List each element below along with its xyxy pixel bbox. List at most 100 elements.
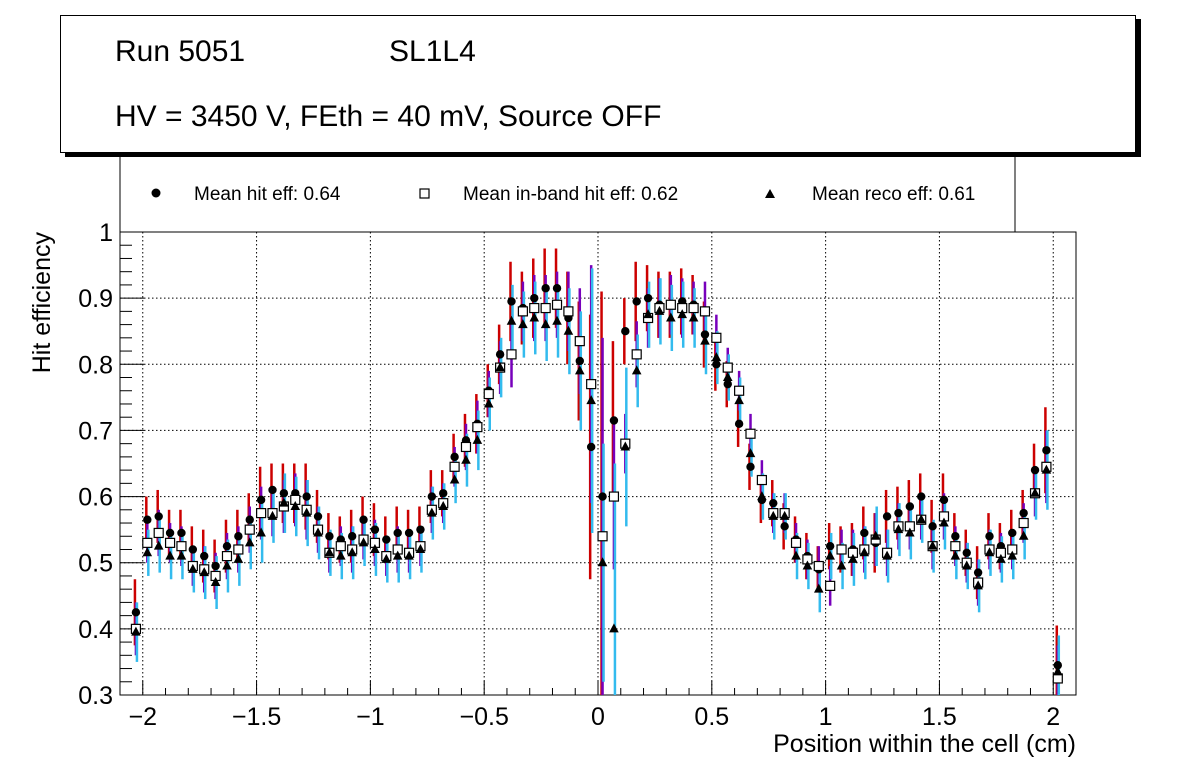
reco-eff-point — [176, 550, 187, 560]
hit-eff-point — [609, 416, 619, 425]
hit-eff-point — [951, 532, 960, 541]
reco-eff-point — [324, 547, 335, 557]
inband-eff-point — [790, 537, 802, 548]
reco-eff-point — [529, 312, 540, 322]
reco-eff-point — [1018, 530, 1029, 540]
hit-eff-point — [393, 528, 402, 538]
hit-eff-point — [985, 532, 994, 541]
y-tick-label: 0.7 — [78, 417, 113, 445]
reco-eff-point — [939, 517, 949, 527]
reco-eff-point — [882, 550, 892, 560]
reco-eff-point — [267, 510, 278, 520]
reco-eff-point — [381, 553, 392, 563]
hit-eff-point — [905, 502, 915, 511]
reco-eff-point — [335, 550, 346, 560]
reco-eff-point — [927, 540, 938, 550]
inband-eff-point — [164, 537, 176, 548]
reco-eff-point — [449, 474, 460, 484]
y-tick-label: 0.5 — [78, 550, 113, 578]
reco-eff-point — [905, 527, 915, 537]
reco-eff-point — [802, 560, 813, 570]
hit-eff-point — [1042, 446, 1051, 455]
inband-eff-point — [699, 306, 711, 317]
hit-eff-point — [359, 515, 368, 524]
reco-eff-point — [153, 540, 164, 550]
reco-eff-point — [1052, 666, 1063, 676]
inband-eff-point — [711, 332, 722, 343]
inband-eff-point — [745, 428, 756, 439]
inband-eff-point — [665, 299, 676, 310]
reco-eff-point — [688, 312, 699, 322]
reco-eff-point — [836, 560, 847, 570]
hit-eff-point — [234, 532, 243, 541]
reco-eff-point — [427, 507, 437, 517]
inband-eff-point — [756, 474, 767, 486]
hit-eff-point — [746, 462, 755, 472]
hit-eff-point — [382, 535, 391, 544]
reco-eff-point — [552, 315, 562, 325]
legend-inband-marker — [419, 188, 430, 199]
inband-eff-point — [688, 302, 699, 314]
reco-eff-point — [734, 395, 744, 405]
hit-eff-point — [325, 532, 334, 541]
hit-eff-point — [939, 495, 949, 505]
reco-eff-point — [506, 315, 517, 325]
hit-eff-point — [416, 525, 425, 534]
hit-eff-point — [621, 327, 630, 336]
inband-eff-point — [233, 544, 244, 555]
reco-eff-point — [779, 510, 790, 520]
hit-eff-point — [552, 284, 562, 293]
hit-eff-point — [370, 525, 380, 534]
y-axis-title: Hit efficiency — [28, 232, 56, 374]
reco-eff-point — [540, 319, 551, 329]
hit-eff-point — [598, 492, 607, 501]
hit-eff-point — [632, 297, 641, 306]
hit-eff-point — [894, 508, 903, 518]
reco-eff-point — [950, 550, 961, 560]
grid — [120, 231, 1076, 696]
hit-eff-point — [643, 293, 653, 303]
reco-eff-point — [1030, 487, 1040, 497]
hit-eff-point — [200, 551, 209, 561]
reco-eff-point — [643, 309, 653, 319]
x-tick-label: 1 — [819, 703, 833, 731]
reco-eff-point — [768, 510, 779, 520]
hit-eff-point — [712, 360, 721, 369]
hit-eff-point — [507, 297, 516, 306]
x-axis-title: Position within the cell (cm) — [773, 730, 1076, 758]
inband-eff-point — [221, 550, 233, 562]
reco-eff-point — [358, 537, 369, 547]
reco-eff-point — [347, 547, 357, 557]
reco-eff-point — [483, 398, 494, 408]
legend-hit-label: Mean hit eff: 0.64 — [194, 184, 341, 205]
reco-eff-point — [165, 550, 175, 560]
hit-eff-point — [530, 293, 539, 303]
hit-eff-point — [962, 548, 971, 557]
hit-eff-point — [769, 498, 778, 508]
reco-eff-point — [961, 560, 972, 570]
run-label: Run 5051 — [115, 35, 246, 68]
hit-eff-point — [917, 492, 926, 501]
reco-eff-point — [461, 454, 471, 464]
inband-eff-point — [597, 531, 608, 542]
reco-eff-point — [244, 537, 255, 547]
inband-eff-point — [517, 306, 528, 317]
hit-eff-point — [256, 495, 266, 505]
reco-eff-point — [518, 319, 528, 329]
reco-eff-point — [654, 305, 665, 315]
axis-ticks — [119, 231, 1077, 696]
hit-eff-point — [586, 442, 596, 452]
inband-eff-point — [551, 299, 563, 310]
hit-eff-point — [222, 541, 232, 551]
reco-eff-point — [392, 550, 403, 560]
x-tick-label: −2 — [129, 703, 158, 731]
reco-eff-point — [188, 563, 198, 573]
inband-eff-point — [256, 508, 267, 519]
hit-eff-point — [188, 545, 198, 554]
reco-eff-point — [722, 372, 733, 382]
inband-eff-point — [540, 302, 551, 314]
reco-eff-point — [472, 434, 483, 444]
reco-eff-point — [256, 527, 266, 537]
legend-reco-marker — [765, 189, 775, 198]
